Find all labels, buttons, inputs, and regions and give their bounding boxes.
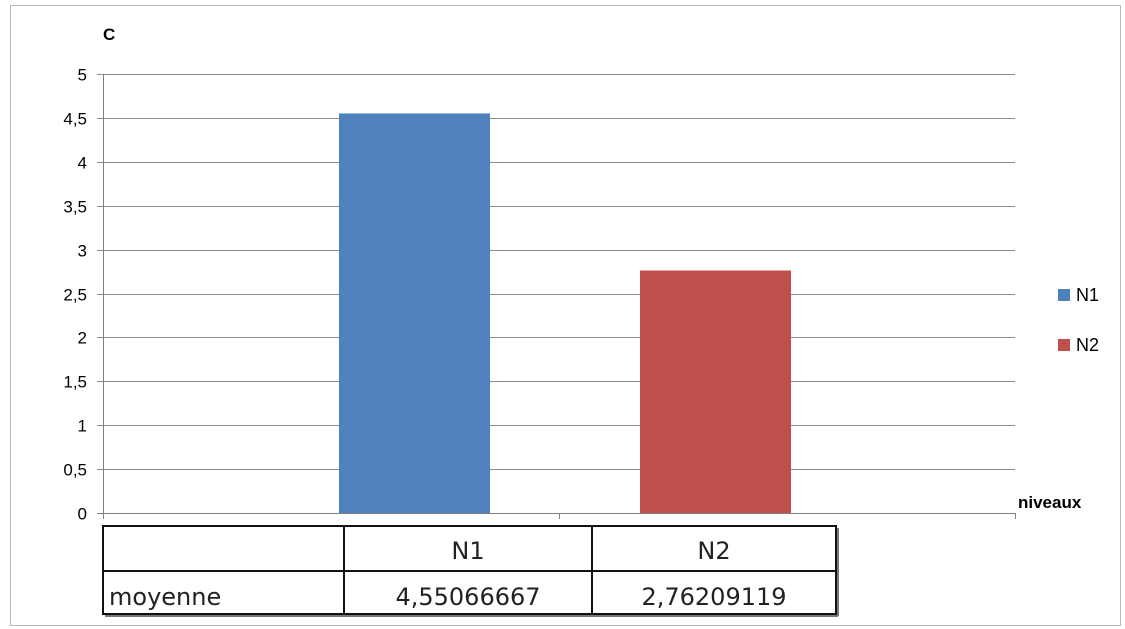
- y-tick-label: 1: [78, 417, 87, 436]
- gridlines: [97, 74, 1016, 519]
- y-tick-label: 5: [78, 66, 87, 85]
- legend-label: N2: [1076, 335, 1099, 355]
- table-cell-n2: 2,76209119: [641, 583, 786, 611]
- table-header-n1: N1: [451, 537, 484, 565]
- y-tick-label: 1,5: [63, 373, 87, 392]
- data-table: N1 N2 moyenne 4,55066667 2,76209119: [102, 525, 839, 617]
- bars: [339, 113, 791, 513]
- legend-swatch: [1058, 339, 1070, 351]
- y-tick-label: 3,5: [63, 198, 87, 217]
- legend: N1 N2: [1058, 285, 1099, 355]
- table-cell-n1: 4,55066667: [395, 583, 540, 611]
- y-tick-label: 2: [78, 329, 87, 348]
- legend-label: N1: [1076, 285, 1099, 305]
- y-tick-label: 2,5: [63, 286, 87, 305]
- bar-n2: [640, 270, 791, 513]
- table-row-label: moyenne: [109, 583, 221, 611]
- bar-n1: [339, 113, 490, 513]
- chart-border: [10, 5, 1121, 626]
- y-tick-label: 3: [78, 242, 87, 261]
- y-tick-label: 0,5: [63, 461, 87, 480]
- y-tick-label: 4,5: [63, 110, 87, 129]
- table-header-n2: N2: [697, 537, 730, 565]
- y-axis-ticks: 0 0,5 1 1,5 2 2,5 3 3,5 4 4,5 5: [63, 66, 87, 524]
- y-tick-label: 0: [78, 505, 87, 524]
- y-tick-label: 4: [78, 154, 87, 173]
- x-axis-label: niveaux: [1018, 493, 1082, 512]
- legend-swatch: [1058, 289, 1070, 301]
- y-axis-label: C: [103, 25, 115, 44]
